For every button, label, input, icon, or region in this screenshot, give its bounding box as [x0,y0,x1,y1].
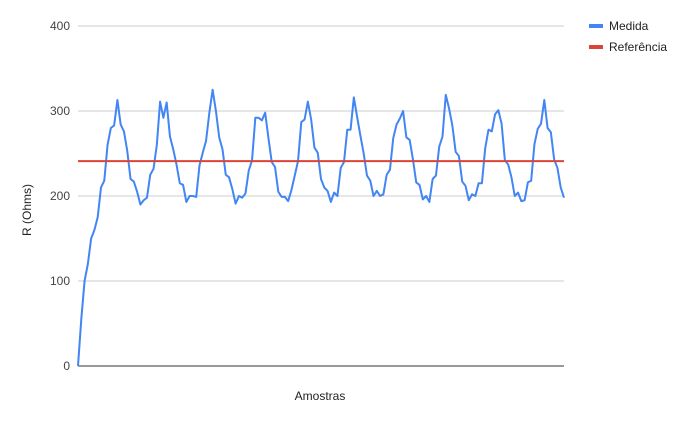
legend-label: Referência [609,40,667,54]
series-line-medida [77,88,565,367]
y-tick-label: 100 [50,274,70,288]
legend-label: Medida [609,19,649,33]
y-tick-label: 400 [50,19,70,33]
y-tick-label: 0 [63,359,70,373]
grid-lines [78,25,564,367]
series-layer [77,88,565,367]
y-axis-title: R (Ohms) [20,184,34,236]
y-axis-ticks: 0 100 200 300 400 [50,19,70,373]
y-tick-label: 200 [50,189,70,203]
legend: Medida Referência [589,19,667,54]
legend-swatch [589,24,603,28]
x-axis-title: Amostras [295,389,346,403]
y-tick-label: 300 [50,104,70,118]
legend-swatch [589,45,603,49]
